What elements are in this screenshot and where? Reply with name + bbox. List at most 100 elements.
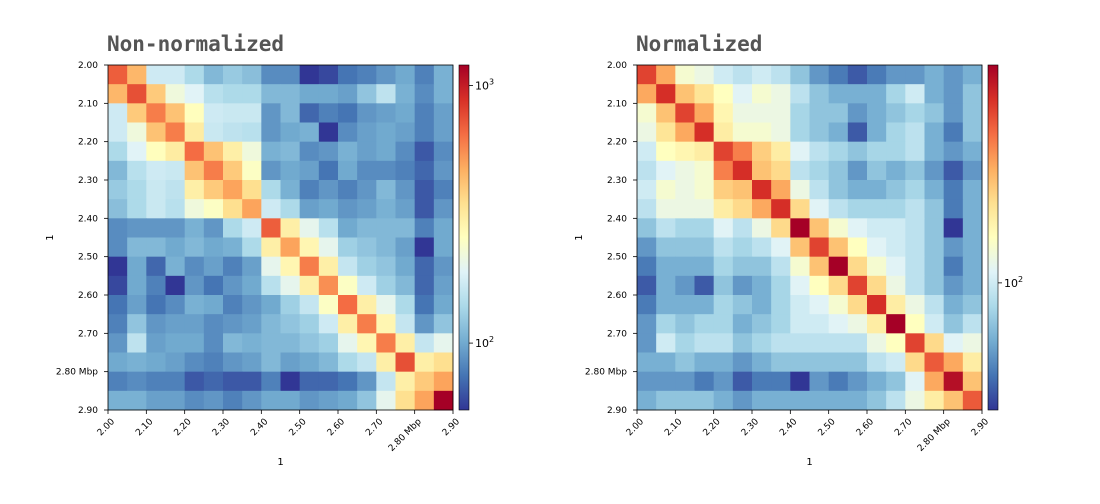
heatmap-cell — [299, 256, 320, 277]
heatmap-cell — [656, 371, 676, 392]
heatmap-cell — [713, 122, 734, 143]
heatmap-cell — [280, 141, 301, 162]
heatmap-cell — [809, 65, 830, 85]
heatmap-cell — [656, 314, 676, 334]
heatmap-cell — [732, 141, 753, 162]
heatmap-cell — [357, 160, 377, 181]
heatmap-cell — [752, 199, 772, 219]
heatmap-cell — [433, 160, 454, 181]
heatmap-cell — [165, 371, 186, 392]
heatmap-cell — [809, 371, 830, 392]
heatmap-cell — [203, 103, 224, 123]
heatmap-cell — [828, 84, 849, 104]
heatmap-cell — [637, 65, 657, 85]
heatmap-cell — [790, 160, 810, 181]
heatmap-cell — [828, 160, 849, 181]
heatmap-cell — [867, 314, 887, 334]
heatmap-cell — [357, 122, 377, 143]
heatmap-cell — [790, 122, 810, 143]
heatmap-cell — [146, 295, 166, 315]
heatmap-cell — [299, 218, 320, 238]
heatmap-cell — [165, 122, 186, 143]
heatmap-cell — [943, 237, 964, 258]
heatmap-cell — [318, 295, 339, 315]
heatmap-cell — [376, 160, 396, 181]
heatmap-cell — [790, 141, 810, 162]
heatmap-cell — [433, 103, 454, 123]
heatmap-cell — [943, 160, 964, 181]
heatmap-cell — [886, 218, 906, 238]
heatmap-cell — [809, 218, 830, 238]
heatmap-cell — [165, 256, 186, 277]
heatmap-cell — [223, 84, 243, 104]
heatmap-cell — [357, 237, 377, 258]
heatmap-cell — [675, 103, 695, 123]
heatmap-cell — [203, 295, 224, 315]
heatmap-cell — [261, 84, 281, 104]
heatmap-cell — [962, 84, 983, 104]
heatmap-cell — [962, 160, 983, 181]
heatmap-cell — [376, 218, 396, 238]
heatmap-cell — [338, 237, 358, 258]
heatmap-cell — [771, 141, 791, 162]
heatmap-cell — [395, 103, 416, 123]
heatmap-cell — [165, 84, 186, 104]
heatmap-cell — [847, 237, 868, 258]
heatmap-cell — [637, 390, 657, 411]
heatmap-cell — [962, 275, 983, 296]
heatmap-cell — [752, 141, 772, 162]
heatmap-cell — [223, 218, 243, 238]
heatmap-cell — [108, 141, 128, 162]
heatmap-cell — [338, 141, 358, 162]
heatmap-cell — [790, 371, 810, 392]
heatmap-cell — [108, 160, 128, 181]
heatmap-cell — [790, 237, 810, 258]
heatmap-cell — [694, 199, 715, 219]
heatmap-cell — [847, 141, 868, 162]
heatmap-cell — [847, 160, 868, 181]
heatmap-cell — [261, 352, 281, 373]
heatmap-cell — [223, 275, 243, 296]
heatmap-cell — [867, 218, 887, 238]
heatmap-cell — [905, 122, 925, 143]
heatmap-cell — [203, 390, 224, 411]
heatmap-cell — [414, 295, 435, 315]
heatmap-cell — [943, 352, 964, 373]
heatmap-cell — [203, 333, 224, 353]
heatmap-cell — [924, 160, 945, 181]
heatmap-cell — [280, 390, 301, 411]
heatmap-cell — [732, 275, 753, 296]
heatmap-cell — [376, 352, 396, 373]
colorbar — [987, 64, 999, 411]
heatmap-cell — [261, 218, 281, 238]
heatmap-cell — [299, 295, 320, 315]
heatmap-cell — [732, 390, 753, 411]
heatmap-cell — [414, 352, 435, 373]
heatmap-cell — [847, 84, 868, 104]
heatmap-cell — [847, 295, 868, 315]
heatmap-cell — [694, 180, 715, 200]
heatmap-cell — [261, 314, 281, 334]
heatmap-cell — [242, 180, 262, 200]
heatmap-cell — [962, 218, 983, 238]
heatmap-cell — [656, 199, 676, 219]
heatmap-cell — [414, 256, 435, 277]
heatmap-cell — [433, 199, 454, 219]
heatmap-cell — [223, 65, 243, 85]
heatmap-cell — [924, 218, 945, 238]
heatmap-cell — [165, 237, 186, 258]
heatmap-cell — [943, 180, 964, 200]
y-tick-label: 2.90 — [78, 406, 98, 416]
heatmap-cell — [146, 84, 166, 104]
heatmap-cell — [261, 371, 281, 392]
heatmap-cell — [357, 256, 377, 277]
heatmap-cell — [127, 180, 147, 200]
heatmap-cell — [924, 65, 945, 85]
heatmap-cell — [184, 199, 205, 219]
heatmap-cell — [108, 295, 128, 315]
heatmap-cell — [338, 333, 358, 353]
heatmap-cell — [146, 141, 166, 162]
heatmap-cell — [886, 275, 906, 296]
heatmap-cell — [809, 199, 830, 219]
heatmap-cell — [905, 237, 925, 258]
